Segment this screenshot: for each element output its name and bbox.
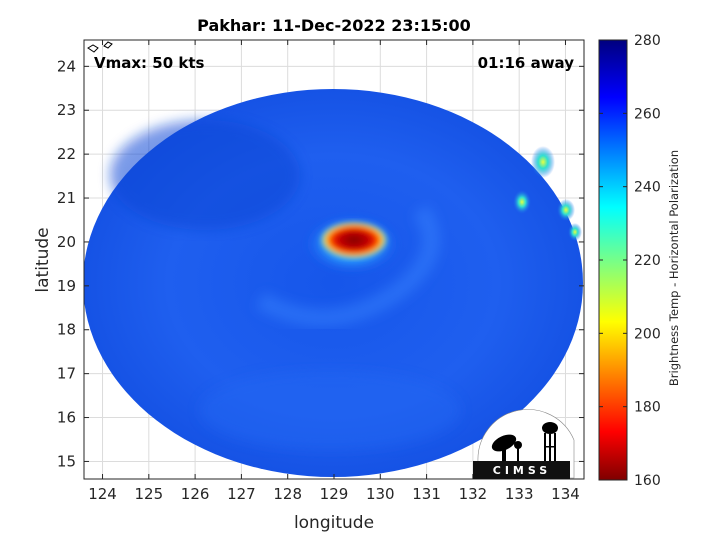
x-tick-label: 130 bbox=[366, 485, 395, 503]
y-tick-label: 23 bbox=[57, 101, 76, 119]
convective-cell bbox=[568, 223, 582, 241]
x-axis-label: longitude bbox=[294, 513, 374, 533]
colorbar bbox=[598, 39, 628, 481]
y-tick-label: 22 bbox=[57, 145, 76, 163]
y-tick-label: 20 bbox=[57, 233, 76, 251]
y-axis: 15 16 17 18 19 20 21 22 23 24 bbox=[57, 57, 584, 470]
cloud-band-northwest bbox=[110, 120, 300, 230]
y-tick-label: 21 bbox=[57, 189, 76, 207]
colorbar-tick-label: 220 bbox=[634, 253, 661, 269]
y-tick-label: 16 bbox=[57, 409, 76, 427]
cimss-logo-banner bbox=[473, 461, 570, 479]
colorbar-tick-label: 200 bbox=[634, 326, 661, 342]
colorbar-tick-label: 280 bbox=[634, 33, 661, 49]
x-tick-label: 124 bbox=[88, 485, 117, 503]
x-tick-label: 125 bbox=[134, 485, 163, 503]
cimss-logo-text: CIMSS bbox=[493, 464, 551, 477]
cloud-band-south bbox=[200, 370, 460, 450]
x-tick-label: 133 bbox=[505, 485, 534, 503]
y-tick-label: 24 bbox=[57, 57, 76, 75]
vmax-annotation: Vmax: 50 kts bbox=[94, 54, 204, 72]
x-axis: 124 125 126 127 128 129 130 131 132 133 134 bbox=[88, 40, 580, 503]
coastline-islands bbox=[87, 41, 113, 53]
x-tick-label: 128 bbox=[273, 485, 302, 503]
x-tick-label: 131 bbox=[412, 485, 441, 503]
colorbar-tick-label: 260 bbox=[634, 106, 661, 122]
x-tick-label: 127 bbox=[227, 485, 256, 503]
y-tick-label: 15 bbox=[57, 452, 76, 470]
convective-cell bbox=[531, 146, 555, 178]
colorbar-tick-label: 160 bbox=[634, 473, 661, 489]
colorbar-tick-label: 180 bbox=[634, 400, 661, 416]
x-tick-label: 134 bbox=[551, 485, 580, 503]
x-tick-label: 129 bbox=[320, 485, 349, 503]
spiral-band bbox=[255, 204, 441, 327]
swath-image bbox=[84, 89, 583, 477]
y-tick-label: 18 bbox=[57, 321, 76, 339]
y-tick-label: 17 bbox=[57, 365, 76, 383]
x-tick-label: 132 bbox=[459, 485, 488, 503]
colorbar-ticks: 160 180 200 220 240 260 280 bbox=[599, 33, 661, 489]
y-axis-label: latitude bbox=[33, 227, 53, 292]
y-tick-label: 19 bbox=[57, 277, 76, 295]
colorbar-tick-label: 240 bbox=[634, 180, 661, 196]
convective-core bbox=[321, 222, 387, 258]
convective-cell bbox=[513, 190, 531, 214]
x-tick-label: 126 bbox=[181, 485, 210, 503]
chart-title: Pakhar: 11-Dec-2022 23:15:00 bbox=[197, 16, 471, 35]
cimss-logo: CIMSS bbox=[473, 409, 575, 479]
colorbar-label: Brightness Temp - Horizontal Polarizatio… bbox=[667, 150, 681, 386]
time-away-annotation: 01:16 away bbox=[478, 54, 575, 72]
convective-cell bbox=[557, 199, 575, 221]
